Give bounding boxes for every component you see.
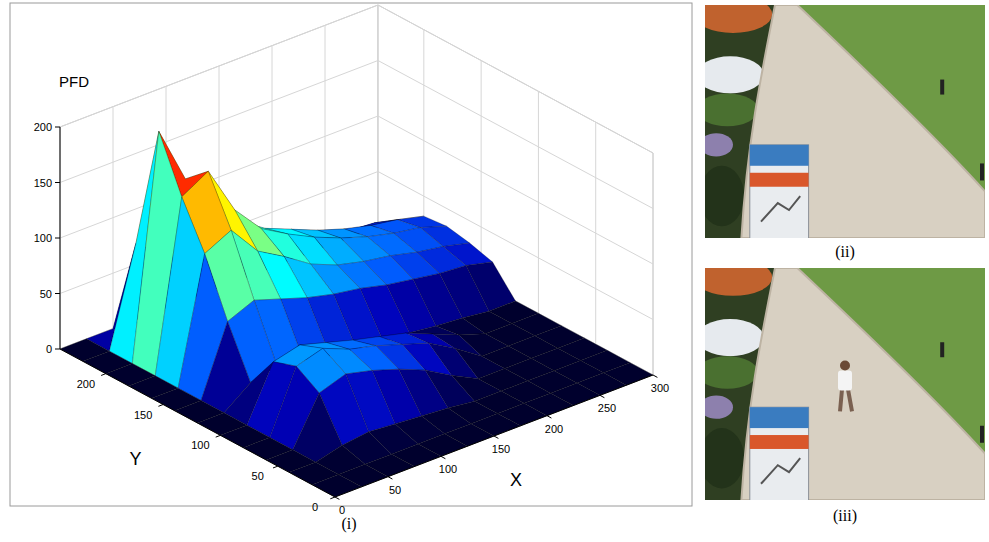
y-tick	[101, 374, 106, 376]
z-tick	[55, 182, 60, 183]
z-axis-title: PFD	[59, 73, 89, 90]
shrub	[705, 94, 758, 127]
sign-band	[750, 145, 809, 166]
sign-band	[750, 173, 809, 187]
shrub	[705, 356, 758, 388]
shrub	[705, 166, 744, 227]
person-body	[838, 370, 852, 390]
shrub	[705, 428, 744, 488]
photo	[705, 5, 985, 238]
x-tick	[653, 375, 657, 377]
x-tick-label: 50	[389, 484, 401, 496]
post	[980, 426, 984, 443]
x-tick	[547, 416, 551, 418]
y-tick	[330, 497, 335, 499]
y-tick	[158, 405, 163, 407]
panel-label: (i)	[341, 515, 356, 533]
z-tick-label: 200	[34, 121, 52, 133]
x-tick	[494, 436, 498, 438]
y-tick	[216, 435, 221, 437]
z-tick	[55, 293, 60, 294]
x-axis-line	[335, 375, 653, 497]
sign-band	[750, 407, 809, 428]
z-tick	[55, 238, 60, 239]
x-tick	[388, 477, 392, 479]
x-tick-label: 150	[492, 443, 510, 455]
sign-band	[750, 435, 809, 449]
sign	[750, 145, 809, 238]
z-tick	[55, 349, 60, 350]
x-tick-label: 250	[598, 402, 616, 414]
surface-cell	[312, 475, 361, 498]
photo	[705, 268, 985, 500]
sidewalk	[741, 5, 985, 238]
y-axis-line	[60, 349, 335, 497]
z-tick-label: 0	[46, 343, 52, 355]
z-tick-label: 150	[34, 177, 52, 189]
x-axis-title: X	[510, 470, 522, 490]
sidewalk	[741, 268, 985, 500]
panel-label: (iii)	[833, 507, 857, 525]
y-tick-label: 150	[134, 409, 152, 421]
y-tick-label: 100	[191, 439, 209, 451]
x-tick	[335, 497, 339, 499]
z-tick-label: 50	[40, 288, 52, 300]
y-tick-label: 0	[312, 501, 318, 513]
flowers	[705, 133, 733, 156]
z-tick	[55, 127, 60, 128]
z-tick-label: 100	[34, 232, 52, 244]
figure: 0501001502002503000501001502000501001502…	[0, 0, 989, 542]
y-tick-label: 200	[77, 378, 95, 390]
post	[980, 163, 984, 180]
x-tick	[600, 395, 604, 397]
flowers	[705, 396, 733, 419]
flowers	[705, 5, 772, 33]
surface	[60, 131, 653, 497]
axes: 0501001502002503000501001502000501001502…	[34, 73, 670, 516]
grid-line	[60, 5, 653, 153]
sign	[750, 407, 809, 500]
post	[940, 342, 944, 357]
plot-area	[60, 5, 653, 497]
flowers	[705, 268, 772, 296]
post	[940, 80, 944, 95]
person-head	[840, 360, 850, 370]
x-tick	[441, 456, 445, 458]
flowers	[705, 56, 764, 93]
panel-frame	[10, 3, 692, 506]
sign-drawing	[761, 458, 800, 484]
y-axis-title: Y	[129, 449, 141, 469]
x-tick-label: 100	[439, 463, 457, 475]
flowers	[705, 319, 764, 356]
x-tick-label: 300	[651, 382, 669, 394]
person-legs	[840, 389, 852, 411]
panel-label: (ii)	[835, 243, 855, 261]
grid	[60, 5, 653, 375]
sign-drawing	[761, 196, 800, 222]
y-tick	[273, 466, 278, 468]
x-tick-label: 200	[545, 423, 563, 435]
y-tick-label: 50	[252, 470, 264, 482]
